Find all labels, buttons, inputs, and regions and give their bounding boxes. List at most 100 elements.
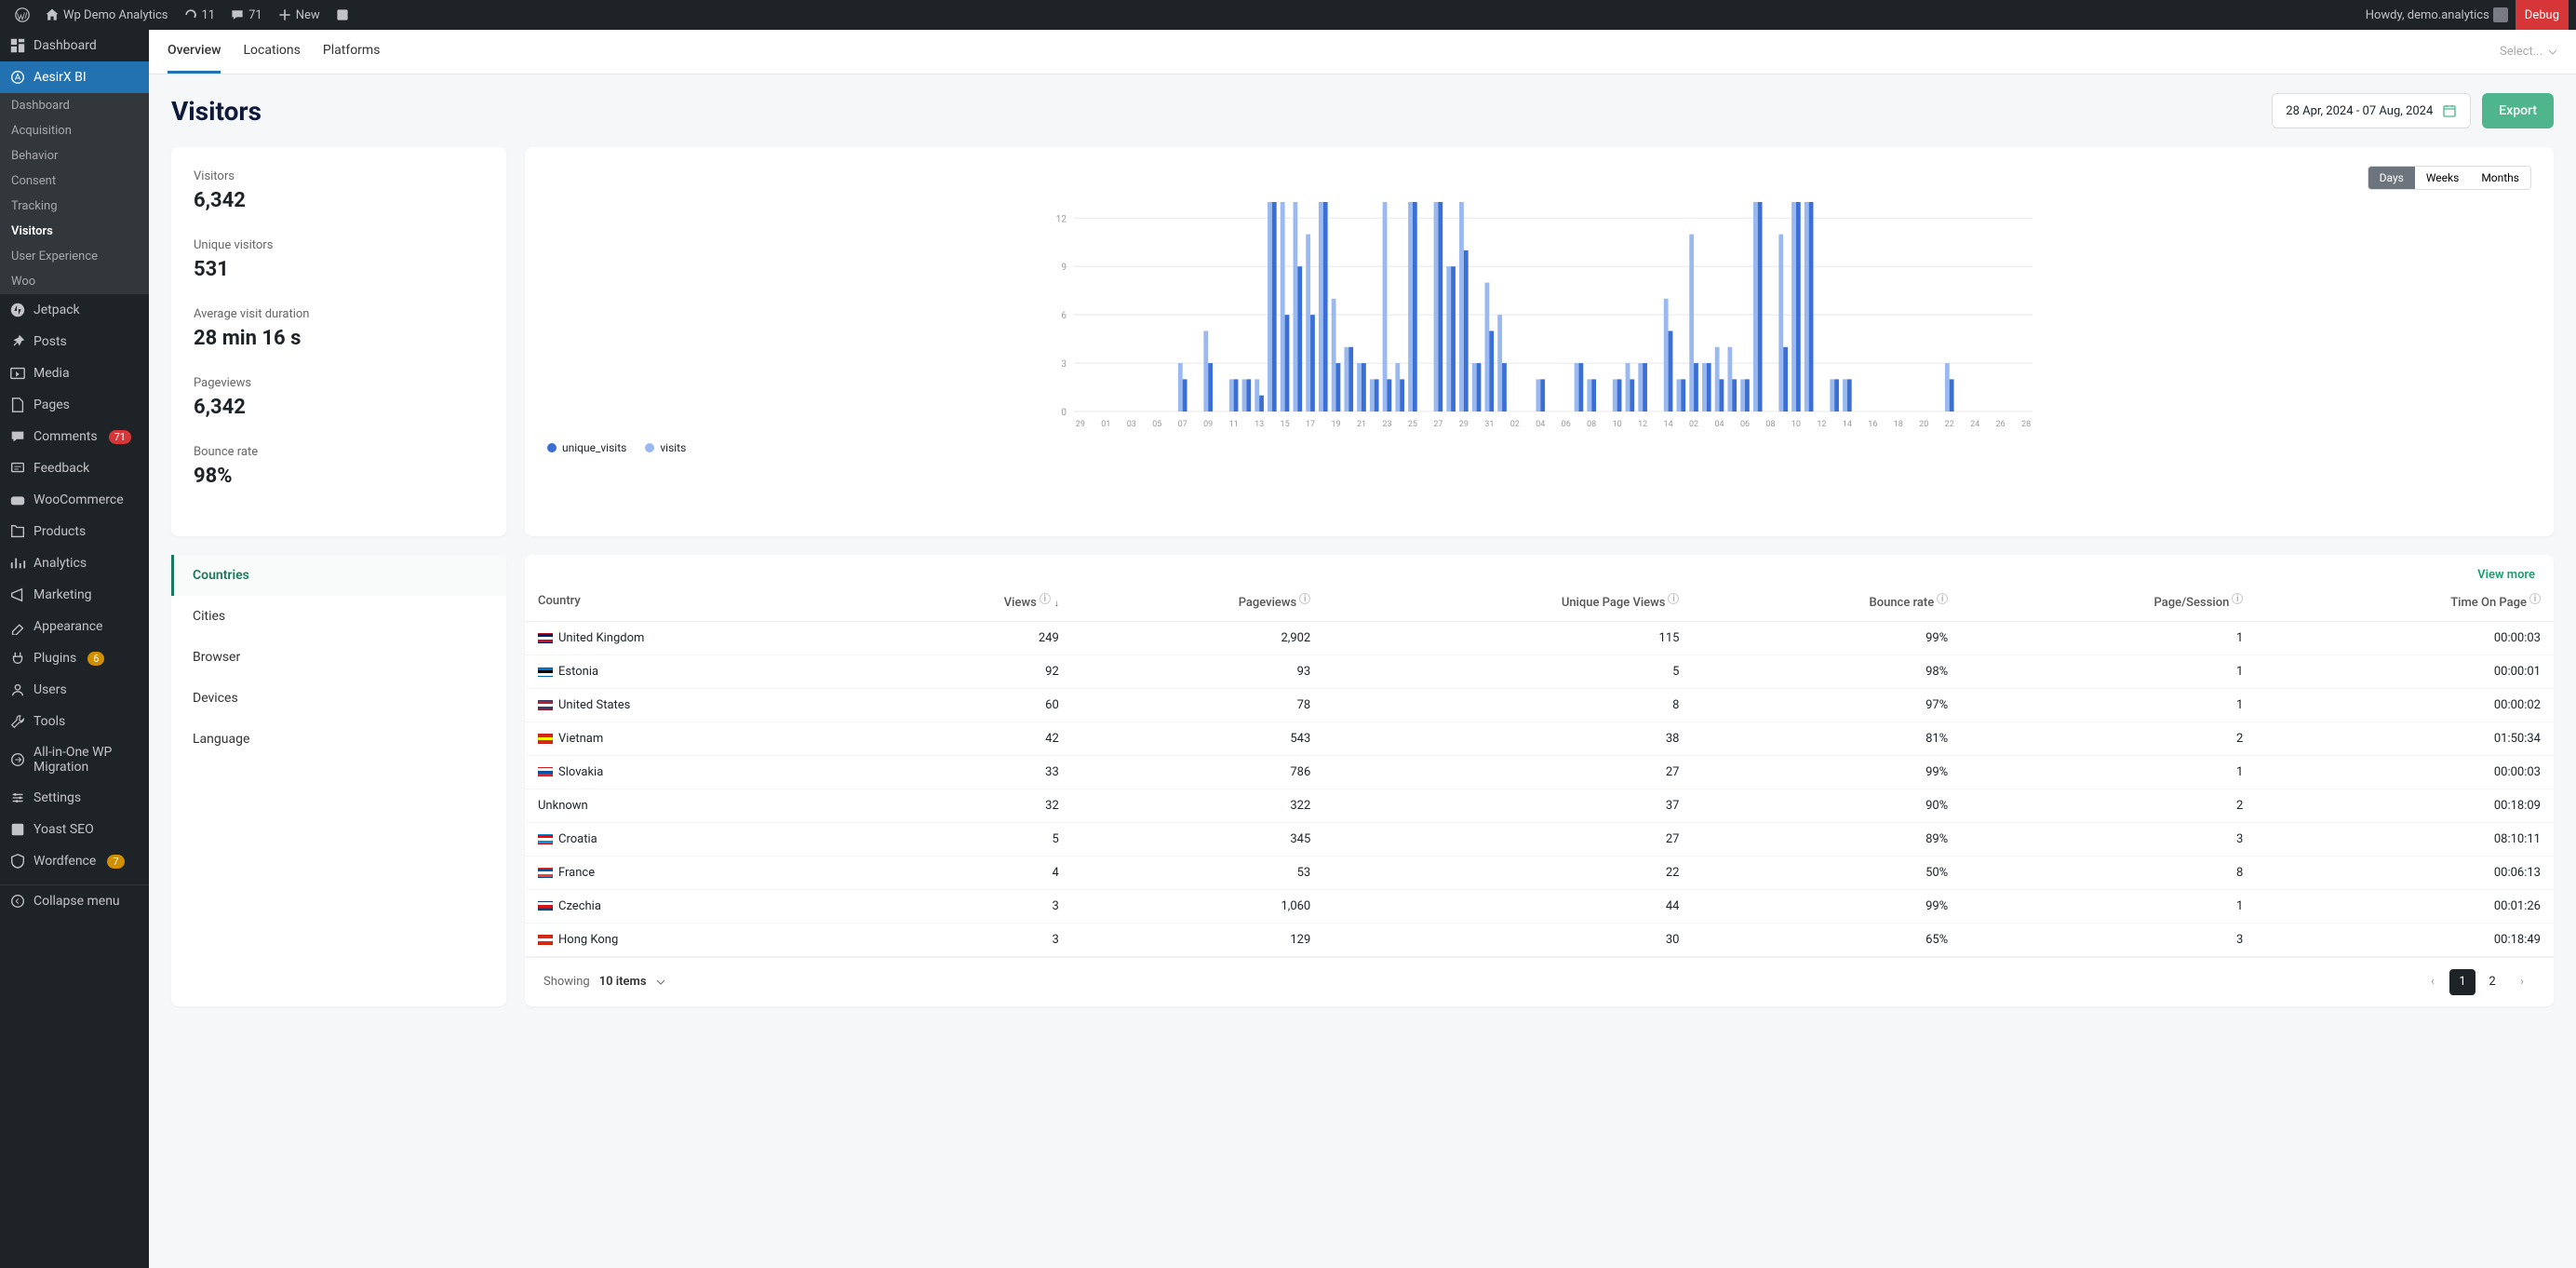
sidebar-item-appearance[interactable]: Appearance xyxy=(0,611,149,642)
sidebar-item-wordfence[interactable]: Wordfence7 xyxy=(0,845,149,877)
page-header: Visitors 28 Apr, 2024 - 07 Aug, 2024 Exp… xyxy=(149,74,2576,147)
dim-tab-language[interactable]: Language xyxy=(171,719,506,760)
svg-text:20: 20 xyxy=(1919,420,1928,429)
sidebar-item-products[interactable]: Products xyxy=(0,516,149,547)
admin-sidebar: DashboardAesirX BIDashboardAcquisitionBe… xyxy=(0,30,149,1268)
svg-text:6: 6 xyxy=(1061,311,1067,321)
col-views[interactable]: Viewsi↓ xyxy=(865,582,1072,621)
chart-card: DaysWeeksMonths 036912290103050709111315… xyxy=(525,147,2554,536)
svg-text:02: 02 xyxy=(1689,420,1698,429)
page-next[interactable]: › xyxy=(2509,969,2535,995)
sidebar-item-comments[interactable]: Comments71 xyxy=(0,421,149,452)
metric-visitors: Visitors6,342 xyxy=(194,169,484,212)
col-bounce-rate[interactable]: Bounce ratei xyxy=(1692,582,1961,621)
avatar xyxy=(2493,7,2508,22)
sidebar-sub-consent[interactable]: Consent xyxy=(0,169,149,194)
sidebar-sub-user-experience[interactable]: User Experience xyxy=(0,244,149,269)
period-months[interactable]: Months xyxy=(2470,167,2530,189)
svg-text:09: 09 xyxy=(1203,420,1213,429)
howdy-link[interactable]: Howdy, demo.analytics xyxy=(2358,0,2516,30)
sidebar-item-settings[interactable]: Settings xyxy=(0,782,149,814)
svg-text:17: 17 xyxy=(1306,420,1315,429)
sidebar-sub-tracking[interactable]: Tracking xyxy=(0,194,149,219)
yoast-indicator[interactable] xyxy=(328,0,357,30)
sidebar-sub-dashboard[interactable]: Dashboard xyxy=(0,93,149,118)
svg-text:02: 02 xyxy=(1510,420,1520,429)
svg-text:01: 01 xyxy=(1101,420,1110,429)
sidebar-item-media[interactable]: Media xyxy=(0,357,149,389)
export-button[interactable]: Export xyxy=(2482,93,2554,128)
page-1[interactable]: 1 xyxy=(2449,969,2475,995)
select-dropdown[interactable]: Select... xyxy=(2500,45,2557,59)
view-more-link[interactable]: View more xyxy=(2477,568,2535,582)
dim-tab-cities[interactable]: Cities xyxy=(171,596,506,637)
dimension-tabs: CountriesCitiesBrowserDevicesLanguage xyxy=(171,555,506,1006)
main-content: Overview Locations Platforms Select... Vis… xyxy=(149,30,2576,1268)
svg-text:14: 14 xyxy=(1843,420,1852,429)
svg-text:14: 14 xyxy=(1664,420,1673,429)
calendar-icon xyxy=(2442,103,2457,118)
svg-text:06: 06 xyxy=(1740,420,1750,429)
metrics-card: Visitors6,342Unique visitors531Average v… xyxy=(171,147,506,536)
sidebar-item-aesirx-bi[interactable]: AesirX BI xyxy=(0,61,149,93)
svg-text:29: 29 xyxy=(1459,420,1469,429)
countries-table-card: View more CountryViewsi↓PageviewsiUnique… xyxy=(525,555,2554,1006)
sidebar-sub-woo[interactable]: Woo xyxy=(0,269,149,294)
period-weeks[interactable]: Weeks xyxy=(2415,167,2470,189)
table-row: Estonia9293598%100:00:01 xyxy=(525,654,2554,688)
sidebar-item-woocommerce[interactable]: WooCommerce xyxy=(0,484,149,516)
debug-button[interactable]: Debug xyxy=(2516,0,2569,30)
sidebar-item-pages[interactable]: Pages xyxy=(0,389,149,421)
tab-overview[interactable]: Overview xyxy=(168,30,221,74)
period-days[interactable]: Days xyxy=(2368,167,2415,189)
svg-text:23: 23 xyxy=(1382,420,1391,429)
sidebar-item-yoast-seo[interactable]: Yoast SEO xyxy=(0,814,149,845)
table-row: Croatia53452789%308:10:11 xyxy=(525,822,2554,856)
sidebar-item-tools[interactable]: Tools xyxy=(0,706,149,737)
table-row: United States6078897%100:00:02 xyxy=(525,688,2554,722)
admin-bar: Wp Demo Analytics 11 71 New Howdy, demo.… xyxy=(0,0,2576,30)
tab-locations[interactable]: Locations xyxy=(243,30,300,74)
sidebar-item-marketing[interactable]: Marketing xyxy=(0,579,149,611)
sidebar-item-feedback[interactable]: Feedback xyxy=(0,452,149,484)
svg-text:10: 10 xyxy=(1613,420,1622,429)
items-per-page[interactable]: Showing 10 items xyxy=(543,975,665,989)
sidebar-item-dashboard[interactable]: Dashboard xyxy=(0,30,149,61)
sidebar-item-all-in-one-wp-migration[interactable]: All-in-One WP Migration xyxy=(0,737,149,782)
dim-tab-devices[interactable]: Devices xyxy=(171,678,506,719)
sidebar-item-plugins[interactable]: Plugins6 xyxy=(0,642,149,674)
visitors-chart: 0369122901030507091113151719212325272931… xyxy=(547,197,2531,430)
col-pageviews[interactable]: Pageviewsi xyxy=(1072,582,1323,621)
updates-link[interactable]: 11 xyxy=(176,0,223,30)
sidebar-item-users[interactable]: Users xyxy=(0,674,149,706)
svg-text:11: 11 xyxy=(1229,420,1239,429)
sidebar-item-posts[interactable]: Posts xyxy=(0,326,149,357)
svg-text:08: 08 xyxy=(1587,420,1596,429)
page-prev[interactable]: ‹ xyxy=(2420,969,2446,995)
col-country[interactable]: Country xyxy=(525,582,865,621)
col-time-on-page[interactable]: Time On Pagei xyxy=(2256,582,2554,621)
col-unique-page-views[interactable]: Unique Page Viewsi xyxy=(1323,582,1692,621)
wp-logo[interactable] xyxy=(7,0,37,30)
metric-bounce-rate: Bounce rate98% xyxy=(194,445,484,488)
sidebar-item-jetpack[interactable]: Jetpack xyxy=(0,294,149,326)
chevron-down-icon xyxy=(656,978,665,987)
sidebar-sub-visitors[interactable]: Visitors xyxy=(0,219,149,244)
table-row: France4532250%800:06:13 xyxy=(525,856,2554,889)
sidebar-sub-behavior[interactable]: Behavior xyxy=(0,143,149,169)
collapse-menu[interactable]: Collapse menu xyxy=(0,884,149,917)
dim-tab-countries[interactable]: Countries xyxy=(171,555,506,596)
tab-platforms[interactable]: Platforms xyxy=(323,30,381,74)
dim-tab-browser[interactable]: Browser xyxy=(171,637,506,678)
comments-link[interactable]: 71 xyxy=(222,0,270,30)
new-link[interactable]: New xyxy=(270,0,328,30)
site-name-link[interactable]: Wp Demo Analytics xyxy=(37,0,176,30)
col-page/session[interactable]: Page/Sessioni xyxy=(1961,582,2256,621)
sidebar-sub-acquisition[interactable]: Acquisition xyxy=(0,118,149,143)
metric-average-visit-duration: Average visit duration28 min 16 s xyxy=(194,307,484,350)
svg-text:06: 06 xyxy=(1562,420,1571,429)
sidebar-item-analytics[interactable]: Analytics xyxy=(0,547,149,579)
table-footer: Showing 10 items ‹12› xyxy=(525,957,2554,1006)
page-2[interactable]: 2 xyxy=(2479,969,2505,995)
date-range-picker[interactable]: 28 Apr, 2024 - 07 Aug, 2024 xyxy=(2272,93,2471,128)
